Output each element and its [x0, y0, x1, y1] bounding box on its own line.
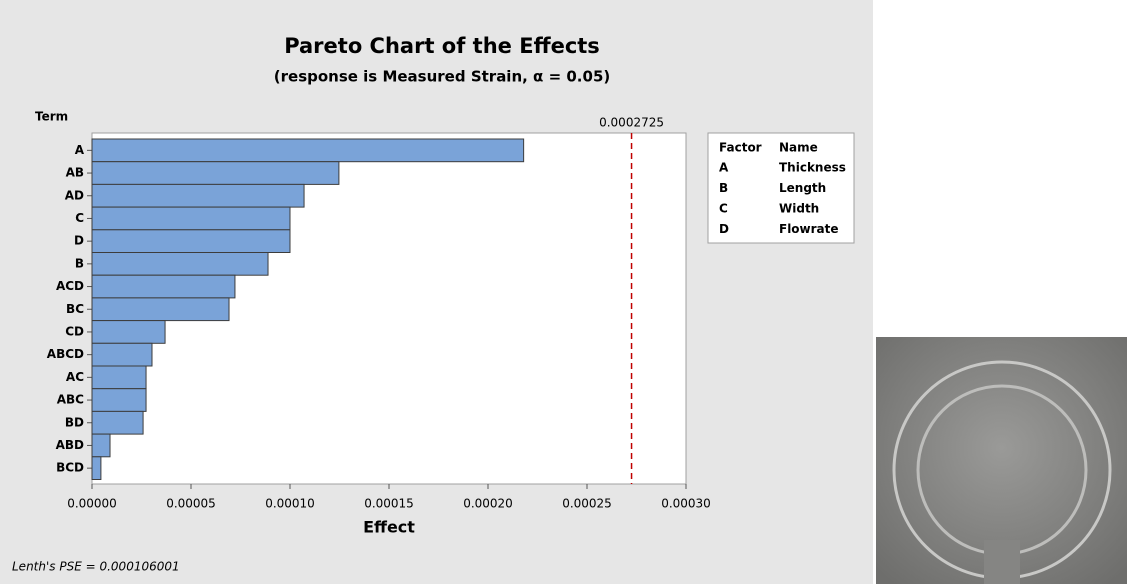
- page: Pareto Chart of the Effects (response is…: [0, 0, 1127, 584]
- photo: [876, 337, 1127, 584]
- bar: [92, 457, 101, 480]
- bar: [92, 343, 152, 366]
- bar: [92, 321, 165, 344]
- x-tick-label: 0.00010: [265, 497, 315, 511]
- footnote: Lenth's PSE = 0.000106001: [12, 560, 180, 574]
- legend-header: Name: [779, 141, 818, 155]
- y-tick-label: BCD: [56, 461, 84, 475]
- chart-title: Pareto Chart of the Effects: [284, 34, 600, 58]
- photo-gap: [984, 540, 1020, 584]
- legend-cell: Thickness: [779, 161, 846, 175]
- y-tick-label: BD: [65, 415, 84, 429]
- bar: [92, 389, 146, 412]
- legend-cell: D: [719, 222, 729, 236]
- y-tick-label: C: [75, 211, 84, 225]
- y-tick-label: D: [74, 234, 84, 248]
- y-tick-label: ABD: [56, 438, 84, 452]
- chart-subtitle: (response is Measured Strain, α = 0.05): [274, 68, 610, 86]
- x-tick-label: 0.00025: [562, 497, 612, 511]
- x-tick-label: 0.00000: [67, 497, 117, 511]
- x-tick-label: 0.00015: [364, 497, 414, 511]
- legend-cell: Flowrate: [779, 222, 839, 236]
- y-tick-label: AD: [65, 188, 84, 202]
- x-tick-label: 0.00020: [463, 497, 513, 511]
- bar: [92, 207, 290, 230]
- y-tick-label: AB: [66, 166, 84, 180]
- y-tick-label: ABC: [57, 393, 84, 407]
- legend-cell: A: [719, 161, 729, 175]
- y-axis-label: Term: [35, 110, 68, 124]
- bar: [92, 434, 110, 457]
- y-tick-label: B: [75, 256, 84, 270]
- x-tick-label: 0.00005: [166, 497, 216, 511]
- y-tick-label: ABCD: [47, 347, 84, 361]
- y-tick-label: CD: [65, 324, 84, 338]
- y-tick-label: A: [75, 143, 85, 157]
- bar: [92, 139, 524, 162]
- bar: [92, 366, 146, 389]
- legend-header: Factor: [719, 141, 762, 155]
- bar: [92, 275, 235, 298]
- x-tick-label: 0.00030: [661, 497, 711, 511]
- reference-label: 0.0002725: [599, 116, 664, 130]
- bar: [92, 162, 339, 185]
- legend-cell: B: [719, 181, 728, 195]
- bar: [92, 298, 229, 321]
- x-axis-label: Effect: [363, 518, 415, 537]
- legend-cell: C: [719, 202, 728, 216]
- bar: [92, 253, 268, 276]
- y-tick-label: BC: [66, 302, 84, 316]
- y-tick-label: AC: [66, 370, 84, 384]
- bar: [92, 184, 304, 207]
- legend-cell: Length: [779, 181, 826, 195]
- y-tick-label: ACD: [56, 279, 84, 293]
- bar: [92, 230, 290, 253]
- legend-cell: Width: [779, 202, 819, 216]
- bar: [92, 411, 143, 434]
